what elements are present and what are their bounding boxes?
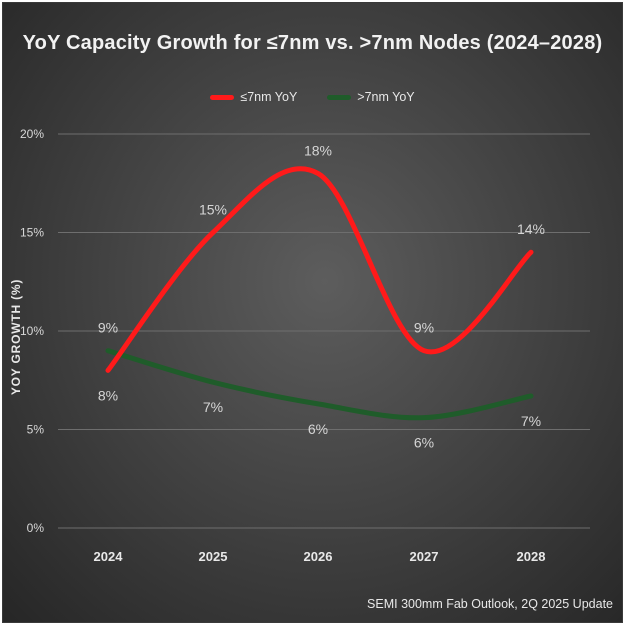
y-tick-label: 0% [27,521,45,535]
legend-swatch-series-1 [210,94,235,100]
data-label-series-2: 6% [414,435,434,451]
data-label-series-1: 15% [199,202,227,218]
x-tick-label: 2027 [410,549,439,564]
data-label-series-1: 18% [304,142,332,158]
chart-title: YoY Capacity Growth for ≤7nm vs. >7nm No… [22,32,603,54]
data-label-series-1: 9% [414,320,434,336]
legend-entry-series-2: >7nm YoY [327,90,415,104]
data-label-series-1: 14% [517,221,545,237]
y-tick-label: 20% [20,127,44,141]
data-label-series-2: 9% [98,320,118,336]
series-line-2 [105,348,534,421]
x-tick-label: 2028 [517,549,546,564]
legend-swatch-series-2 [327,94,352,100]
series-line-1 [105,166,534,373]
data-label-series-1: 8% [98,387,118,403]
source-note: SEMI 300mm Fab Outlook, 2Q 2025 Update [367,597,613,611]
y-tick-label: 5% [27,423,45,437]
data-label-series-2: 7% [203,399,223,415]
legend-label-series-1: ≤7nm YoY [240,90,298,104]
legend-entry-series-1: ≤7nm YoY [210,90,297,104]
legend: ≤7nm YoY >7nm YoY [0,90,625,104]
x-tick-label: 2024 [94,549,124,564]
x-tick-label: 2026 [304,549,333,564]
y-tick-label: 10% [20,324,44,338]
data-label-series-2: 6% [308,421,328,437]
data-label-series-2: 7% [521,413,541,429]
x-tick-label: 2025 [199,549,228,564]
legend-label-series-2: >7nm YoY [357,90,415,104]
y-tick-label: 15% [20,226,44,240]
